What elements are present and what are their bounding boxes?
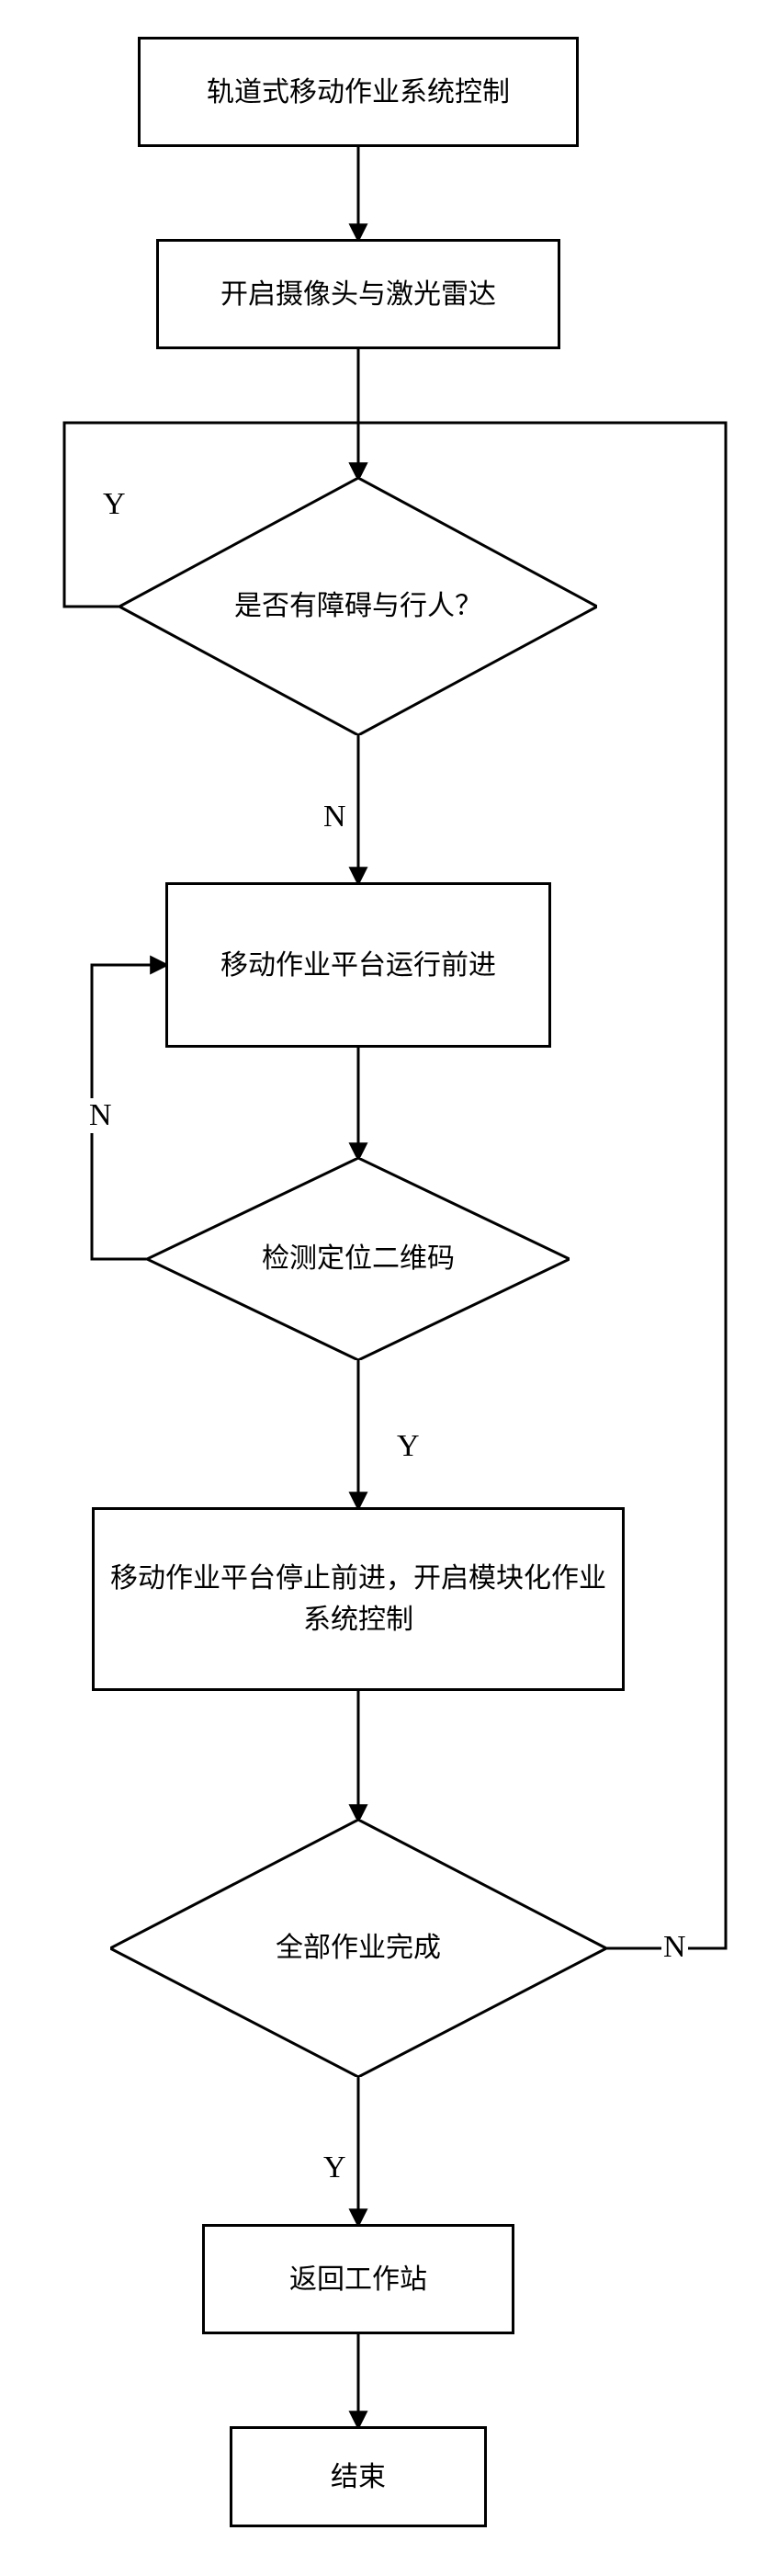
flow-node-n6: 移动作业平台停止前进，开启模块化作业系统控制	[92, 1507, 625, 1691]
flow-decision-n3: 是否有障碍与行人？	[119, 478, 597, 735]
edge-label: Y	[322, 2150, 348, 2185]
flow-node-n1: 轨道式移动作业系统控制	[138, 37, 579, 147]
edge-label: N	[322, 800, 348, 834]
edge-label: N	[87, 1098, 114, 1133]
node-label: 开启摄像头与激光雷达	[220, 274, 496, 315]
node-label: 移动作业平台运行前进	[220, 945, 496, 986]
flow-node-n4: 移动作业平台运行前进	[165, 882, 551, 1048]
flow-node-n2: 开启摄像头与激光雷达	[156, 239, 560, 349]
node-label: 全部作业完成	[110, 1820, 606, 2077]
flow-node-n9: 结束	[230, 2426, 487, 2527]
node-label: 返回工作站	[289, 2259, 427, 2300]
node-label: 结束	[331, 2457, 386, 2498]
node-label: 是否有障碍与行人？	[119, 478, 597, 735]
edge-label: Y	[101, 487, 128, 522]
node-label: 轨道式移动作业系统控制	[207, 72, 510, 113]
edge-label: N	[661, 1930, 688, 1965]
node-label: 移动作业平台停止前进，开启模块化作业系统控制	[102, 1558, 615, 1640]
flowchart-canvas: 轨道式移动作业系统控制开启摄像头与激光雷达是否有障碍与行人？ 移动作业平台运行前进…	[0, 0, 779, 2576]
node-label: 检测定位二维码	[147, 1158, 570, 1360]
flow-node-n8: 返回工作站	[202, 2224, 514, 2334]
flow-decision-n7: 全部作业完成	[110, 1820, 606, 2077]
flow-decision-n5: 检测定位二维码	[147, 1158, 570, 1360]
edge-label: Y	[395, 1429, 422, 1464]
